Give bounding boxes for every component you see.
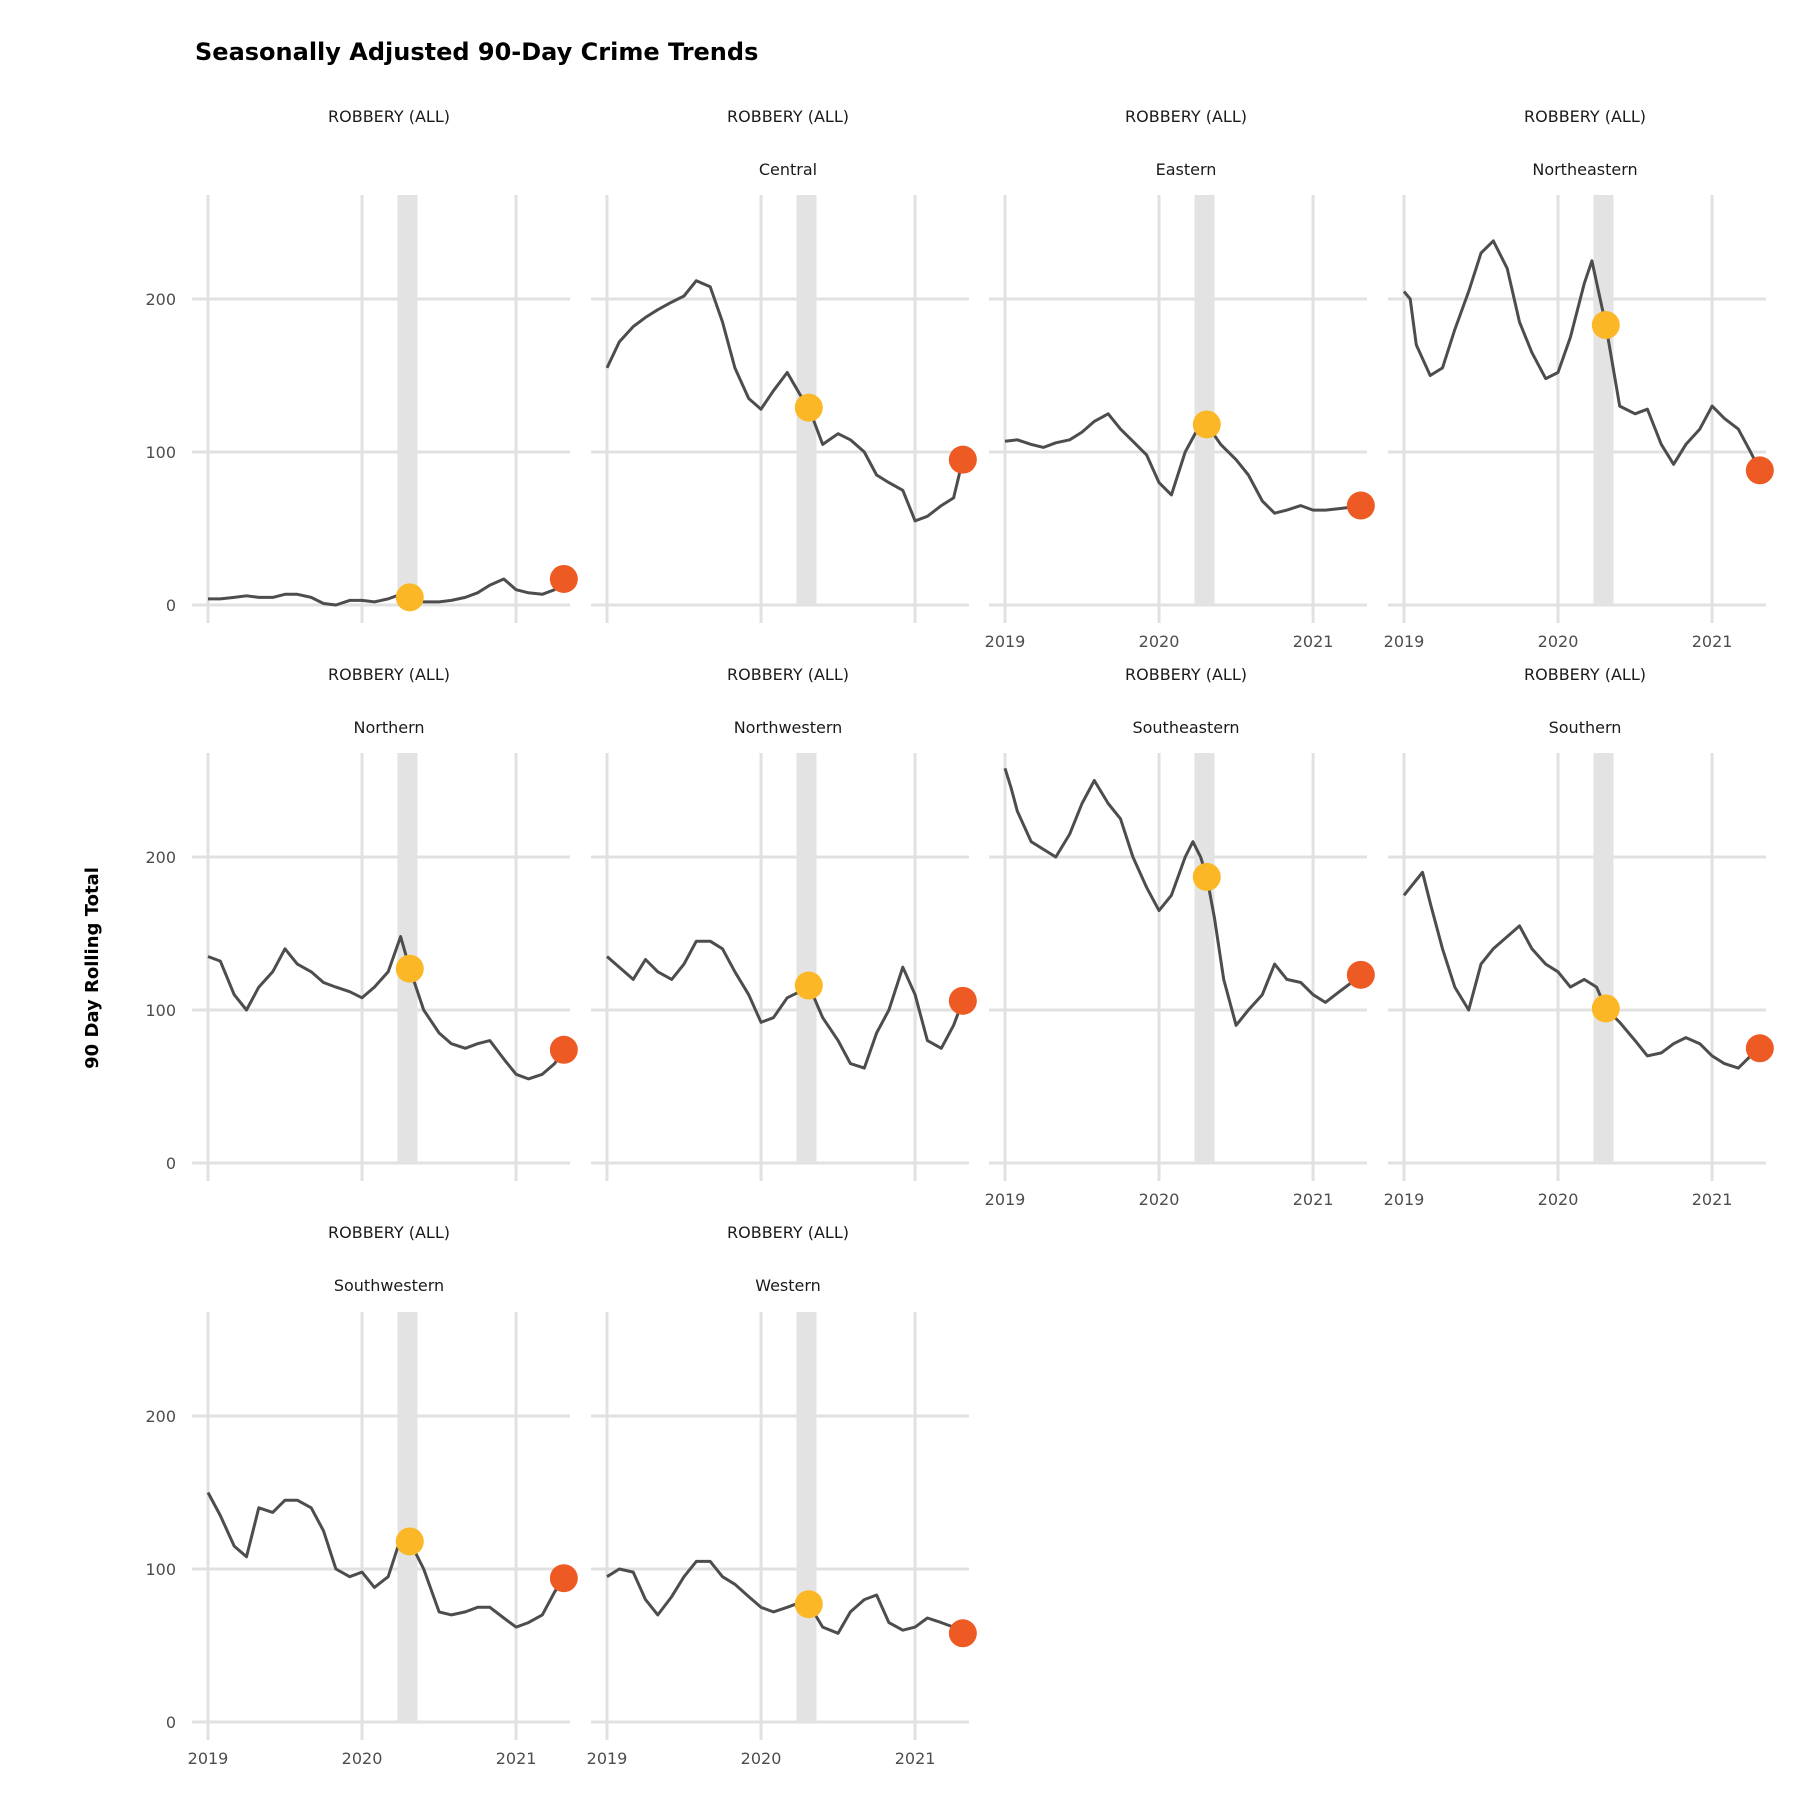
strip-district-label: Southeastern xyxy=(1132,718,1239,737)
y-tick-label: 100 xyxy=(145,1560,176,1579)
facet-panel: ROBBERY (ALL) Western 2019 2020 2021 xyxy=(587,1223,977,1768)
lockdown-band xyxy=(397,1312,418,1722)
end-point-marker xyxy=(1745,456,1774,485)
facet-panel: ROBBERY (ALL) Northern 0 100 200 xyxy=(145,665,578,1181)
x-tick-label: 2019 xyxy=(1384,632,1425,651)
mid-point-marker xyxy=(395,583,424,612)
x-tick-label: 2021 xyxy=(496,1749,537,1768)
lockdown-band xyxy=(1593,195,1614,605)
series-line xyxy=(207,935,566,1081)
end-point-marker xyxy=(1346,491,1375,520)
series-line xyxy=(606,939,965,1070)
strip-crime-label: ROBBERY (ALL) xyxy=(1524,665,1646,684)
x-tick-label: 2021 xyxy=(1293,632,1334,651)
series-line xyxy=(208,577,565,607)
x-tick-label: 2020 xyxy=(1139,1190,1180,1209)
strip-crime-label: ROBBERY (ALL) xyxy=(1125,107,1247,126)
x-tick-label: 2020 xyxy=(1538,632,1579,651)
lockdown-band xyxy=(1194,753,1215,1163)
y-tick-label: 100 xyxy=(145,443,176,462)
end-point-marker xyxy=(549,1564,578,1593)
mid-point-marker xyxy=(1192,410,1221,439)
facet-panels: ROBBERY (ALL) 0 100 200 ROBBERY (ALL) Central… xyxy=(145,107,1774,1768)
x-tick-label: 2020 xyxy=(1538,1190,1579,1209)
end-point-marker xyxy=(1346,960,1375,989)
y-axis-label: 90 Day Rolling Total xyxy=(82,867,103,1069)
mid-point-marker xyxy=(1591,311,1620,340)
end-point-marker xyxy=(948,1619,977,1648)
end-point-marker xyxy=(549,564,578,593)
strip-district-label: Northeastern xyxy=(1532,160,1637,179)
x-tick-label: 2020 xyxy=(741,1749,782,1768)
strip-district-label: Northern xyxy=(353,718,424,737)
series-line xyxy=(606,1559,964,1635)
strip-crime-label: ROBBERY (ALL) xyxy=(1524,107,1646,126)
facet-panel: ROBBERY (ALL) Northwestern xyxy=(591,665,977,1181)
strip-district-label: Southwestern xyxy=(334,1276,444,1295)
strip-district-label: Western xyxy=(755,1276,821,1295)
facet-panel: ROBBERY (ALL) Southwestern 0 100 200 2019 2020… xyxy=(145,1223,578,1768)
mid-point-marker xyxy=(1591,994,1620,1023)
facet-panel: ROBBERY (ALL) Eastern 2019 2020 2021 xyxy=(985,107,1375,651)
lockdown-band xyxy=(1593,753,1614,1163)
x-tick-label: 2021 xyxy=(895,1749,936,1768)
y-tick-label: 200 xyxy=(145,1407,176,1426)
facet-panel: ROBBERY (ALL) Southeastern 2019 2020 2021 xyxy=(985,665,1375,1209)
x-tick-label: 2021 xyxy=(1692,632,1733,651)
x-tick-label: 2019 xyxy=(1384,1190,1425,1209)
series-line xyxy=(605,279,965,523)
series-line xyxy=(206,1491,566,1629)
facet-panel: ROBBERY (ALL) 0 100 200 xyxy=(145,107,578,623)
end-point-marker xyxy=(549,1035,578,1064)
mid-point-marker xyxy=(1192,862,1221,891)
series-line xyxy=(1004,412,1362,515)
lockdown-band xyxy=(796,1312,817,1722)
y-tick-label: 100 xyxy=(145,1001,176,1020)
strip-district-label: Central xyxy=(759,160,817,179)
end-point-marker xyxy=(1745,1034,1774,1063)
series-line xyxy=(1402,870,1761,1070)
facet-panel: ROBBERY (ALL) Southern 2019 2020 2021 xyxy=(1384,665,1774,1209)
strip-crime-label: ROBBERY (ALL) xyxy=(328,1223,450,1242)
end-point-marker xyxy=(948,445,977,474)
mid-point-marker xyxy=(395,1527,424,1556)
x-tick-label: 2019 xyxy=(985,1190,1026,1209)
facet-panel: ROBBERY (ALL) Central xyxy=(591,107,977,623)
end-point-marker xyxy=(948,986,977,1015)
strip-crime-label: ROBBERY (ALL) xyxy=(727,665,849,684)
mid-point-marker xyxy=(794,1590,823,1619)
strip-crime-label: ROBBERY (ALL) xyxy=(328,107,450,126)
strip-district-label: Southern xyxy=(1549,718,1622,737)
chart-title: Seasonally Adjusted 90-Day Crime Trends xyxy=(195,38,758,66)
series-line xyxy=(1003,767,1362,1027)
y-tick-label: 200 xyxy=(145,848,176,867)
series-line xyxy=(1402,239,1762,472)
y-tick-label: 0 xyxy=(166,596,176,615)
strip-crime-label: ROBBERY (ALL) xyxy=(727,107,849,126)
x-tick-label: 2019 xyxy=(188,1749,229,1768)
y-tick-label: 0 xyxy=(166,1154,176,1173)
x-tick-label: 2021 xyxy=(1293,1190,1334,1209)
strip-district-label: Eastern xyxy=(1156,160,1217,179)
mid-point-marker xyxy=(794,393,823,422)
x-tick-label: 2020 xyxy=(342,1749,383,1768)
mid-point-marker xyxy=(794,971,823,1000)
x-tick-label: 2021 xyxy=(1692,1190,1733,1209)
strip-district-label: Northwestern xyxy=(734,718,843,737)
lockdown-band xyxy=(1194,195,1215,605)
strip-crime-label: ROBBERY (ALL) xyxy=(727,1223,849,1242)
y-tick-label: 0 xyxy=(166,1713,176,1732)
lockdown-band xyxy=(796,753,817,1163)
strip-crime-label: ROBBERY (ALL) xyxy=(328,665,450,684)
x-tick-label: 2019 xyxy=(985,632,1026,651)
y-tick-label: 200 xyxy=(145,290,176,309)
mid-point-marker xyxy=(395,954,424,983)
x-tick-label: 2020 xyxy=(1139,632,1180,651)
lockdown-band xyxy=(397,195,418,605)
facet-panel: ROBBERY (ALL) Northeastern 2019 2020 2021 xyxy=(1384,107,1774,651)
strip-crime-label: ROBBERY (ALL) xyxy=(1125,665,1247,684)
x-tick-label: 2019 xyxy=(587,1749,628,1768)
